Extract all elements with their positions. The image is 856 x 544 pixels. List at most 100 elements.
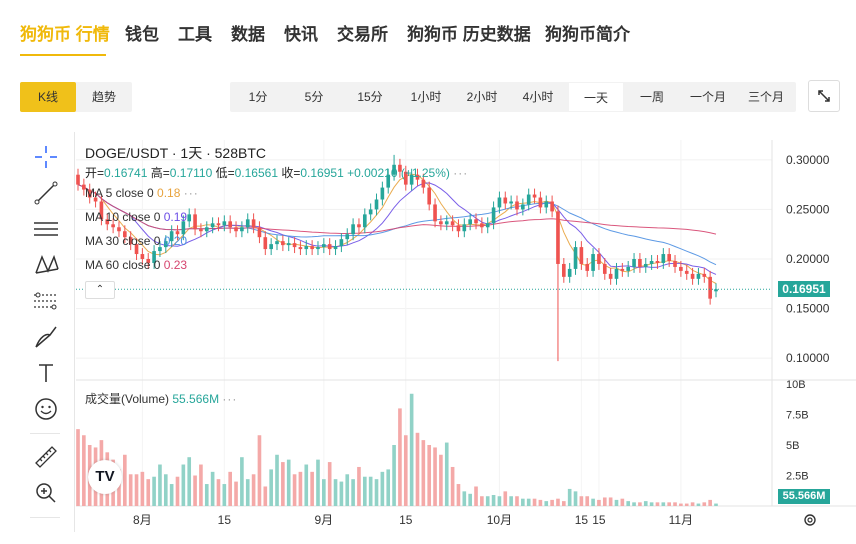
candle-body xyxy=(532,194,537,198)
pattern-tool[interactable] xyxy=(32,251,60,279)
last-volume-tag: 55.566M xyxy=(778,489,830,504)
candle-body xyxy=(503,197,508,204)
volume-bar xyxy=(468,493,472,506)
volume-bar xyxy=(421,440,426,506)
volume-tick-label: 7.5B xyxy=(786,410,809,422)
nav-item-market[interactable]: 狗狗币 行情 xyxy=(20,25,110,44)
nav-item-intro[interactable]: 狗狗币简介 xyxy=(545,25,630,44)
nav-item-data[interactable]: 数据 xyxy=(231,25,265,44)
crosshair-tool[interactable] xyxy=(32,143,60,171)
volume-bar xyxy=(456,484,461,506)
interval-1mo[interactable]: 一个月 xyxy=(689,90,726,104)
volume-bar xyxy=(257,435,262,506)
candle-body xyxy=(269,244,273,250)
volume-bar xyxy=(696,503,701,506)
candle-body xyxy=(351,224,355,235)
nav-item-tools[interactable]: 工具 xyxy=(178,25,212,44)
horizontal-lines-tool[interactable] xyxy=(32,215,60,243)
interval-1w[interactable]: 一周 xyxy=(639,90,664,104)
volume-bar xyxy=(240,457,244,506)
more-icon[interactable]: ··· xyxy=(222,392,238,406)
volume-bar xyxy=(614,499,619,506)
volume-bar xyxy=(515,496,519,506)
last-price-tag: 0.16951 xyxy=(778,281,830,297)
candle-body xyxy=(199,229,203,232)
candle-body xyxy=(626,266,631,271)
interval-1d[interactable]: 一天 xyxy=(568,82,624,112)
more-icon[interactable]: ··· xyxy=(183,186,199,200)
interval-5m[interactable]: 5分 xyxy=(304,90,324,104)
nav-item-news[interactable]: 快讯 xyxy=(284,25,318,44)
nav-item-wallet[interactable]: 钱包 xyxy=(125,25,159,44)
time-tick-label: 10月 xyxy=(487,513,512,527)
zoom-in-tool[interactable] xyxy=(32,479,60,507)
interval-1h[interactable]: 1小时 xyxy=(410,90,442,104)
open-value: 0.16741 xyxy=(104,166,148,180)
ruler-tool[interactable] xyxy=(32,443,60,471)
drawing-toolbar xyxy=(20,135,72,535)
volume-bar xyxy=(679,503,683,506)
interval-3mo[interactable]: 三个月 xyxy=(747,90,784,104)
volume-bar xyxy=(298,471,303,506)
interval-2h[interactable]: 2小时 xyxy=(466,90,498,104)
volume-bar xyxy=(146,479,151,506)
nav-item-history[interactable]: 狗狗币 历史数据 xyxy=(407,25,531,44)
volume-bar xyxy=(409,393,414,506)
candle-body xyxy=(292,243,297,248)
volume-bar xyxy=(556,498,560,506)
candle-body xyxy=(398,164,402,172)
interval-1m[interactable]: 1分 xyxy=(248,90,268,104)
volume-bar xyxy=(76,429,80,506)
candle-body xyxy=(450,221,455,226)
trend-view-button[interactable]: 趋势 xyxy=(91,90,116,104)
volume-bar xyxy=(690,502,695,506)
settings-icon[interactable] xyxy=(802,512,818,528)
time-tick-label: 15 xyxy=(575,513,589,527)
volume-bar xyxy=(538,499,543,506)
candle-body xyxy=(585,263,590,271)
candle-body xyxy=(310,246,314,250)
candle-body xyxy=(702,273,707,277)
collapse-legend-button[interactable]: ⌃ xyxy=(85,281,115,299)
text-tool[interactable] xyxy=(32,359,60,387)
candle-body xyxy=(661,254,666,263)
candle-body xyxy=(87,189,92,198)
tradingview-logo[interactable]: TV xyxy=(88,460,122,494)
trend-line-tool[interactable] xyxy=(32,179,60,207)
volume-bar xyxy=(380,471,385,506)
ma-legend-row[interactable]: MA 5 close 0 0.18 ··· xyxy=(85,186,199,200)
candle-body xyxy=(111,224,115,228)
interval-4h[interactable]: 4小时 xyxy=(522,90,554,104)
candle-body xyxy=(439,221,443,225)
volume-bar xyxy=(175,476,180,506)
fib-levels-tool[interactable] xyxy=(32,287,60,315)
ma-value: 0.19 xyxy=(163,210,188,224)
emoji-tool[interactable] xyxy=(32,395,60,423)
volume-bar xyxy=(216,479,221,506)
more-icon[interactable]: ··· xyxy=(453,166,469,180)
time-tick-label: 9月 xyxy=(314,513,333,527)
candle-body xyxy=(298,247,303,250)
candle-body xyxy=(99,201,104,220)
ma-legend-row[interactable]: MA 60 close 0 0.23 xyxy=(85,258,187,272)
fullscreen-button[interactable] xyxy=(808,80,840,112)
nav-item-exchanges[interactable]: 交易所 xyxy=(337,25,388,44)
volume-bar xyxy=(374,479,379,506)
candle-body xyxy=(632,259,636,267)
volume-bar xyxy=(345,474,350,506)
candle-body xyxy=(690,273,695,279)
kline-view-button[interactable]: K线 xyxy=(20,82,76,112)
ma-legend-row[interactable]: MA 10 close 0 0.19 xyxy=(85,210,187,224)
interval-15m[interactable]: 15分 xyxy=(357,90,383,104)
candle-body xyxy=(684,270,689,274)
volume-bar xyxy=(444,442,449,506)
volume-bar xyxy=(187,457,192,506)
price-tick-label: 0.25000 xyxy=(786,202,830,216)
brush-tool[interactable] xyxy=(32,323,60,351)
ma-legend-row[interactable]: MA 30 close 0 0.20 xyxy=(85,234,187,248)
candle-body xyxy=(567,268,572,277)
volume-bar xyxy=(163,474,168,506)
volume-bar xyxy=(333,479,338,506)
volume-bar xyxy=(152,476,156,506)
